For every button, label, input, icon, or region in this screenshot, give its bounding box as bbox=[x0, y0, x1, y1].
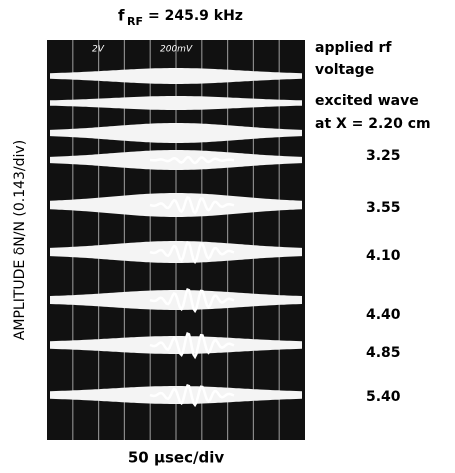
trace-labels: applied rf voltage excited wave at X = 2… bbox=[315, 40, 431, 405]
trace-label: 3.25 bbox=[366, 148, 401, 164]
title-subscript: RF bbox=[127, 15, 143, 28]
trace-label: 3.55 bbox=[366, 200, 401, 216]
trace-envelope bbox=[50, 241, 302, 263]
trace-envelope bbox=[50, 96, 302, 110]
trace-burst bbox=[149, 155, 235, 165]
title-prefix: f bbox=[118, 7, 125, 25]
trace-burst bbox=[149, 287, 235, 314]
oscilloscope-photo bbox=[47, 40, 305, 440]
title-rest: = 245.9 kHz bbox=[148, 8, 243, 24]
trace-label: excited wave bbox=[315, 93, 419, 109]
trace-envelope bbox=[50, 123, 302, 143]
trace-envelope bbox=[50, 336, 302, 354]
trace-envelope bbox=[50, 68, 302, 84]
trace-label: voltage bbox=[315, 62, 374, 78]
scope-label: 2V bbox=[92, 45, 105, 55]
trace-envelope bbox=[50, 193, 302, 217]
trace-envelope bbox=[50, 290, 302, 310]
scope-label: 200mV bbox=[160, 45, 193, 55]
trace-burst bbox=[149, 332, 235, 360]
trace-label: at X = 2.20 cm bbox=[315, 116, 431, 132]
trace-label: 4.40 bbox=[366, 307, 401, 323]
trace-burst bbox=[149, 241, 235, 265]
trace-label: 4.85 bbox=[366, 345, 401, 361]
trace-label: applied rf bbox=[315, 40, 392, 56]
trace-envelope bbox=[50, 386, 302, 404]
trace-label: 5.40 bbox=[366, 389, 401, 405]
x-axis-label: 50 μsec/div bbox=[128, 449, 224, 467]
trace-burst bbox=[149, 196, 235, 215]
trace-burst bbox=[149, 384, 235, 408]
y-axis-label: AMPLITUDE δN/N (0.143/div) bbox=[12, 140, 28, 340]
trace-label: 4.10 bbox=[366, 248, 401, 264]
